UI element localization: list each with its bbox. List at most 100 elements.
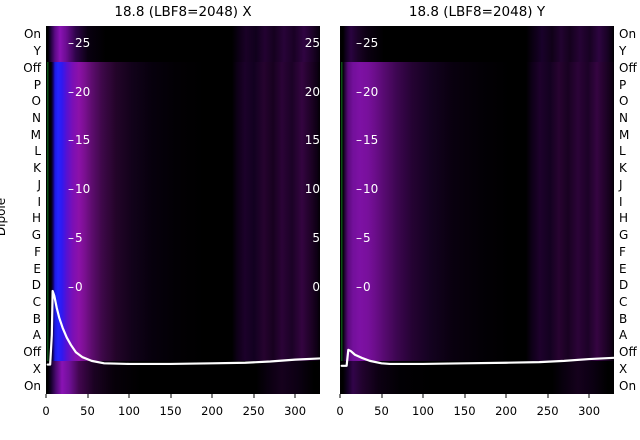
- category-label-right-20: X: [619, 361, 628, 376]
- ytick-left-20: –20: [68, 85, 91, 99]
- xtick-mark-right-5: [547, 394, 549, 398]
- category-label-left-15: D: [31, 278, 41, 293]
- tick-dash-icon: –: [356, 231, 362, 245]
- xtick-label-right-0: 0: [336, 404, 344, 418]
- tick-dash-icon: –: [68, 36, 74, 50]
- category-label-right-4: O: [619, 94, 629, 109]
- category-label-right-6: M: [619, 127, 630, 142]
- heatmap-band-top: [340, 26, 614, 62]
- xtick-label-right-5: 250: [536, 404, 559, 418]
- heatmap-band-top: [46, 26, 320, 62]
- ytick-right-edge-10: 10: [304, 182, 320, 196]
- xtick-label-right-3: 150: [453, 404, 476, 418]
- xtick-label-left-5: 250: [242, 404, 265, 418]
- ytick-right-25: –25: [356, 36, 379, 50]
- category-label-left-11: H: [31, 211, 41, 226]
- category-label-right-3: P: [619, 77, 627, 92]
- category-label-right-8: K: [619, 161, 627, 176]
- category-label-left-20: X: [32, 361, 41, 376]
- x-axis-right: 0 50 100 150 200 250 300: [336, 394, 614, 424]
- tick-dash-icon: –: [68, 85, 74, 99]
- category-label-left-7: L: [34, 144, 41, 159]
- category-label-right-13: F: [619, 244, 626, 259]
- ytick-right-20: –20: [356, 85, 379, 99]
- category-label-left-8: K: [33, 161, 41, 176]
- ytick-right-edge-0: 0: [312, 280, 320, 294]
- tick-dash-icon: –: [356, 36, 362, 50]
- xtick-mark-right-1: [381, 394, 382, 398]
- heatmap-band-main: [46, 62, 320, 361]
- category-label-right-10: I: [619, 194, 623, 209]
- category-label-left-2: Off: [23, 60, 41, 75]
- tick-dash-icon: –: [68, 280, 74, 294]
- category-label-left-18: A: [32, 328, 41, 343]
- tick-dash-icon: –: [68, 231, 74, 245]
- category-label-right-18: A: [619, 328, 628, 343]
- xtick-label-left-0: 0: [42, 404, 50, 418]
- ytick-right-10: –10: [356, 182, 379, 196]
- category-label-right-21: On: [619, 378, 637, 393]
- category-axis-right: On Y Off P O N M L K J I H G F E D C B A Off X On: [616, 26, 640, 394]
- heatmap-band-bottom: [340, 361, 614, 394]
- ytick-left-5: –5: [68, 231, 83, 245]
- category-label-right-2: Off: [619, 60, 637, 75]
- xtick-mark-right-2: [422, 394, 424, 398]
- category-label-right-7: L: [619, 144, 626, 159]
- category-label-left-3: P: [33, 77, 41, 92]
- category-label-right-11: H: [619, 211, 629, 226]
- category-label-left-4: O: [31, 94, 41, 109]
- ytick-right-0: –0: [356, 280, 371, 294]
- heatmap-band-bottom: [46, 361, 320, 394]
- xtick-mark-left-2: [128, 394, 130, 398]
- tick-dash-icon: –: [68, 133, 74, 147]
- xtick-label-right-1: 50: [374, 404, 389, 418]
- category-label-left-5: N: [32, 111, 41, 125]
- category-label-left-16: C: [32, 295, 41, 309]
- ytick-right-15: –15: [356, 133, 379, 147]
- category-label-left-10: I: [37, 194, 41, 209]
- category-label-left-14: E: [33, 261, 41, 276]
- xtick-mark-right-6: [588, 394, 590, 398]
- xtick-mark-left-5: [253, 394, 255, 398]
- xtick-label-left-3: 150: [159, 404, 182, 418]
- ytick-right-edge-20: 20: [304, 85, 320, 99]
- category-axis-left: On Y Off P O N M L K J I H G F E D C B A Off X On: [2, 26, 44, 394]
- xtick-mark-left-3: [170, 394, 172, 398]
- xtick-label-left-1: 50: [80, 404, 95, 418]
- category-label-right-14: E: [619, 261, 627, 276]
- xtick-label-right-4: 200: [495, 404, 518, 418]
- category-label-right-12: G: [619, 228, 629, 243]
- category-label-left-6: M: [30, 127, 41, 142]
- xtick-label-left-4: 200: [201, 404, 224, 418]
- ytick-left-0: –0: [68, 280, 83, 294]
- category-label-left-17: B: [32, 311, 41, 326]
- category-label-right-16: C: [619, 295, 628, 309]
- category-label-left-21: On: [23, 378, 41, 393]
- ytick-right-edge-25: 25: [304, 36, 320, 50]
- ytick-right-5: –5: [356, 231, 371, 245]
- xtick-mark-left-0: [45, 394, 47, 398]
- category-label-right-15: D: [619, 278, 629, 293]
- xtick-mark-right-0: [339, 394, 341, 398]
- tick-dash-icon: –: [68, 182, 74, 196]
- ytick-right-edge-15: 15: [304, 133, 320, 147]
- panel-title-right: 18.8 (LBF8=2048) Y: [408, 4, 546, 20]
- ytick-left-25: –25: [68, 36, 91, 50]
- category-label-right-5: N: [619, 111, 628, 125]
- category-label-left-12: G: [31, 228, 41, 243]
- xtick-mark-left-4: [211, 394, 213, 398]
- category-label-left-1: Y: [33, 44, 41, 59]
- ytick-left-10: –10: [68, 182, 91, 196]
- heatmap-panel-left[interactable]: –0 –5 –10 –15 –20 –25 0 5 10 15 20 25: [46, 26, 320, 394]
- heatmap-panel-right[interactable]: –0 –5 –10 –15 –20 –25: [340, 26, 614, 394]
- category-label-right-1: Y: [619, 44, 627, 59]
- tick-dash-icon: –: [356, 85, 362, 99]
- xtick-label-right-2: 100: [412, 404, 434, 418]
- heatmap-band-main: [340, 62, 614, 361]
- category-label-left-19: Off: [23, 345, 41, 360]
- category-label-right-9: J: [619, 177, 623, 192]
- xtick-label-right-6: 300: [578, 404, 601, 418]
- xtick-mark-left-1: [87, 394, 88, 398]
- category-label-right-17: B: [619, 311, 628, 326]
